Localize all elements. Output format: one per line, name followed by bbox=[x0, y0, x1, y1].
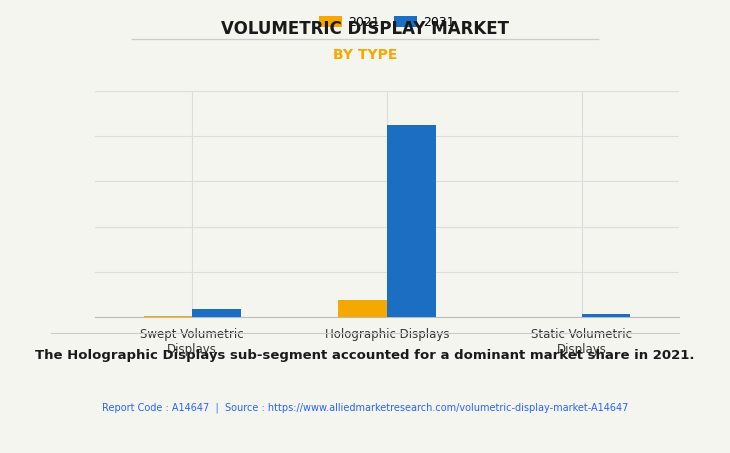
Bar bbox=[338, 300, 387, 317]
Bar bbox=[144, 316, 192, 317]
Legend: 2021, 2031: 2021, 2031 bbox=[314, 11, 460, 34]
Bar bbox=[192, 309, 241, 317]
Bar bbox=[387, 125, 436, 317]
Text: The Holographic Displays sub-segment accounted for a dominant market share in 20: The Holographic Displays sub-segment acc… bbox=[35, 349, 695, 362]
Text: Report Code : A14647  |  Source : https://www.alliedmarketresearch.com/volumetri: Report Code : A14647 | Source : https://… bbox=[101, 402, 629, 413]
Text: BY TYPE: BY TYPE bbox=[333, 48, 397, 62]
Bar bbox=[582, 314, 630, 317]
Text: VOLUMETRIC DISPLAY MARKET: VOLUMETRIC DISPLAY MARKET bbox=[221, 20, 509, 39]
